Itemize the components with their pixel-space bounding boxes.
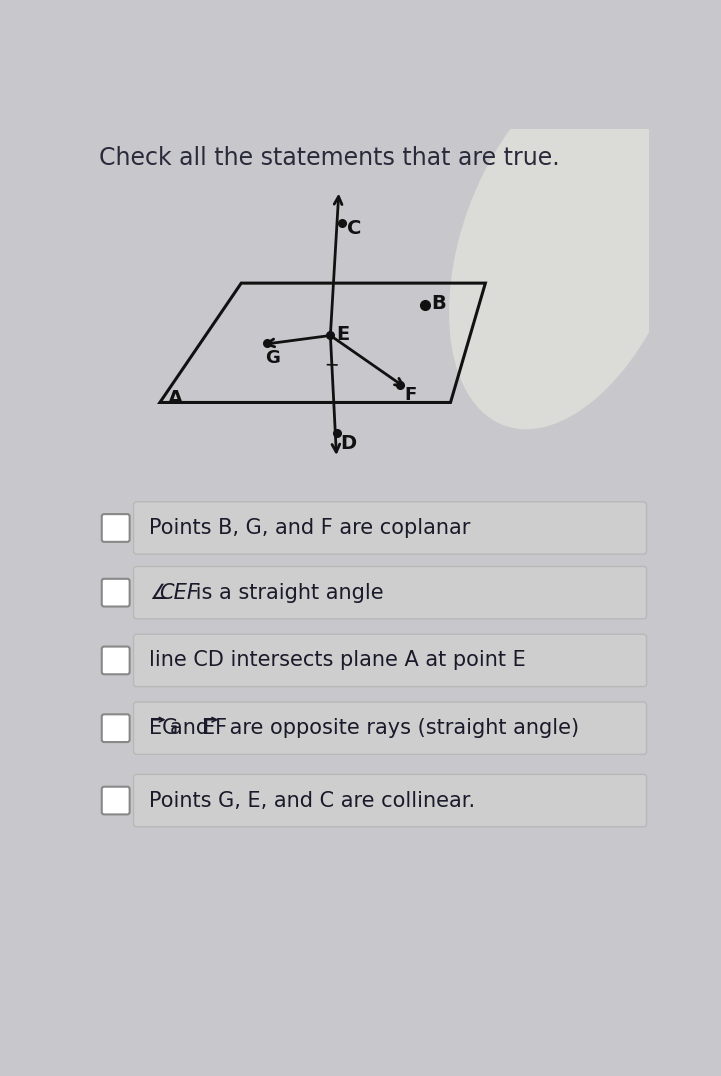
Text: and: and bbox=[170, 718, 216, 738]
Text: F: F bbox=[404, 385, 417, 404]
Text: EG: EG bbox=[149, 718, 178, 738]
Text: is a straight angle: is a straight angle bbox=[190, 583, 384, 603]
FancyBboxPatch shape bbox=[133, 634, 647, 686]
Text: ∠: ∠ bbox=[149, 583, 168, 603]
FancyBboxPatch shape bbox=[133, 702, 647, 754]
Text: C: C bbox=[347, 220, 361, 238]
FancyBboxPatch shape bbox=[102, 647, 130, 675]
Ellipse shape bbox=[449, 60, 692, 429]
FancyBboxPatch shape bbox=[102, 579, 130, 607]
Text: CEF: CEF bbox=[159, 583, 199, 603]
FancyBboxPatch shape bbox=[102, 787, 130, 815]
Text: E: E bbox=[337, 325, 350, 343]
Text: D: D bbox=[340, 434, 357, 453]
Text: Points G, E, and C are collinear.: Points G, E, and C are collinear. bbox=[149, 791, 475, 810]
Text: Check all the statements that are true.: Check all the statements that are true. bbox=[99, 146, 560, 170]
FancyBboxPatch shape bbox=[133, 566, 647, 619]
Text: A: A bbox=[167, 390, 182, 409]
Text: EF: EF bbox=[202, 718, 227, 738]
FancyBboxPatch shape bbox=[133, 501, 647, 554]
FancyBboxPatch shape bbox=[133, 775, 647, 826]
Text: are opposite rays (straight angle): are opposite rays (straight angle) bbox=[223, 718, 579, 738]
Text: B: B bbox=[431, 294, 446, 313]
Text: line CD intersects plane A at point E: line CD intersects plane A at point E bbox=[149, 650, 526, 670]
Text: G: G bbox=[265, 349, 280, 367]
FancyBboxPatch shape bbox=[102, 714, 130, 742]
FancyBboxPatch shape bbox=[102, 514, 130, 542]
Text: Points B, G, and F are coplanar: Points B, G, and F are coplanar bbox=[149, 518, 470, 538]
